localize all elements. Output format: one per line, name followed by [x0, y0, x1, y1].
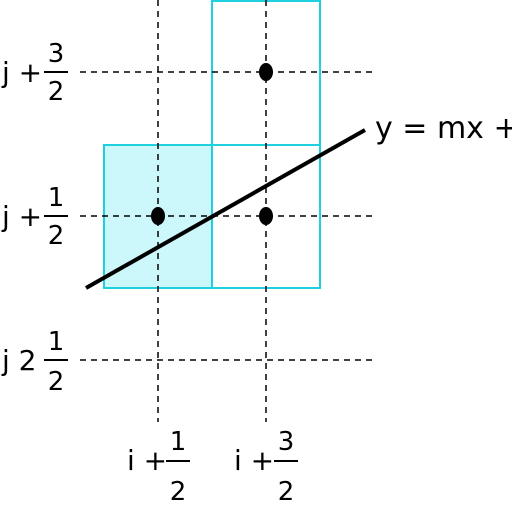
row-label-j-plus-1-2: j + 1 2: [1, 183, 68, 251]
pixel-cells: [103, 0, 321, 289]
row-label-numerator: 3: [48, 39, 65, 69]
col-label-denominator: 2: [278, 477, 295, 507]
row-label-j-minus-1-2: j 2 1 2: [1, 327, 68, 397]
col-label-i-plus-1-2: i + 1 2: [127, 427, 190, 507]
col-label-i-plus-3-2: i + 3 2: [234, 427, 298, 507]
line-equation-label: y = mx + h: [375, 111, 512, 146]
function-line: [85, 128, 366, 290]
sample-point-left: [151, 207, 165, 225]
sample-points: [151, 63, 273, 225]
col-label-prefix: i +: [234, 444, 274, 477]
col-label-numerator: 3: [278, 427, 295, 457]
col-label-prefix: i +: [127, 444, 167, 477]
row-label-numerator: 1: [48, 183, 65, 213]
row-label-j-plus-3-2: j + 3 2: [1, 39, 68, 107]
sample-point-right: [259, 207, 273, 225]
sample-point-upper: [259, 63, 273, 81]
row-label-prefix: j +: [1, 56, 42, 89]
row-label-prefix: j 2: [1, 344, 37, 377]
row-label-denominator: 2: [48, 367, 65, 397]
row-label-prefix: j +: [1, 200, 42, 233]
col-label-denominator: 2: [170, 477, 187, 507]
row-label-numerator: 1: [48, 327, 65, 357]
col-label-numerator: 1: [170, 427, 187, 457]
row-label-denominator: 2: [48, 221, 65, 251]
row-label-denominator: 2: [48, 77, 65, 107]
